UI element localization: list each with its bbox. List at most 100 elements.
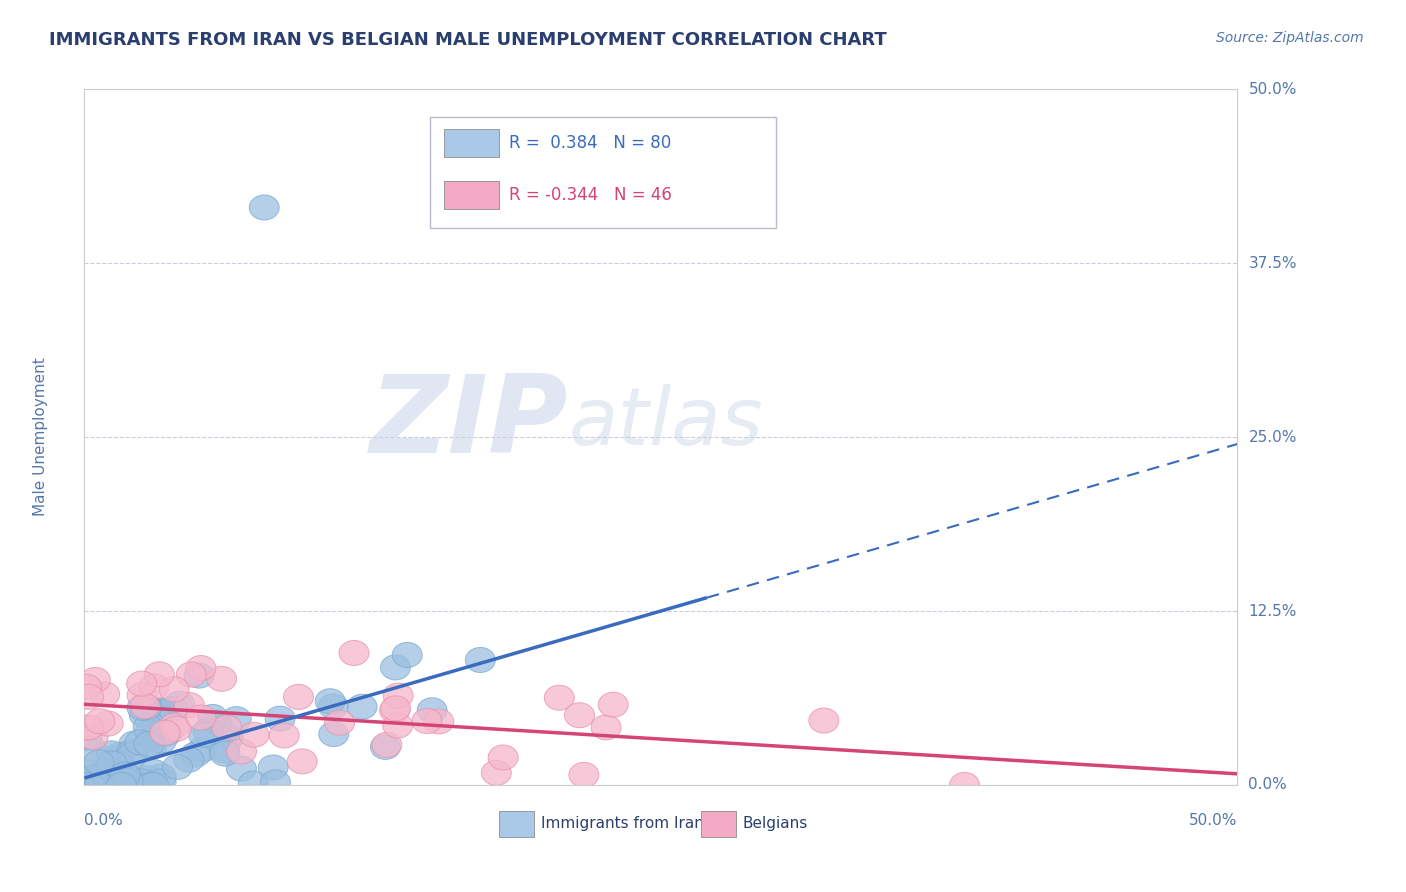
Ellipse shape [150, 720, 180, 745]
Ellipse shape [103, 751, 132, 776]
Ellipse shape [176, 662, 207, 687]
Ellipse shape [157, 697, 187, 722]
Ellipse shape [127, 769, 156, 794]
Ellipse shape [412, 708, 441, 733]
Ellipse shape [949, 772, 980, 797]
Ellipse shape [315, 689, 344, 714]
Ellipse shape [187, 737, 218, 763]
Ellipse shape [319, 722, 349, 747]
Text: 50.0%: 50.0% [1249, 82, 1296, 96]
Text: IMMIGRANTS FROM IRAN VS BELGIAN MALE UNEMPLOYMENT CORRELATION CHART: IMMIGRANTS FROM IRAN VS BELGIAN MALE UNE… [49, 31, 887, 49]
FancyBboxPatch shape [430, 117, 776, 228]
FancyBboxPatch shape [702, 811, 735, 837]
Ellipse shape [287, 749, 318, 774]
Ellipse shape [146, 764, 176, 789]
Ellipse shape [226, 739, 256, 764]
Ellipse shape [380, 698, 409, 723]
Ellipse shape [127, 682, 157, 707]
Ellipse shape [149, 698, 180, 723]
Ellipse shape [152, 721, 181, 746]
Ellipse shape [97, 741, 127, 766]
Ellipse shape [79, 765, 110, 790]
FancyBboxPatch shape [444, 128, 499, 157]
Ellipse shape [84, 764, 114, 789]
Ellipse shape [129, 702, 159, 727]
Ellipse shape [117, 739, 146, 764]
Text: 37.5%: 37.5% [1249, 256, 1296, 270]
Ellipse shape [120, 731, 149, 756]
Ellipse shape [136, 734, 167, 760]
Ellipse shape [117, 742, 148, 767]
Ellipse shape [212, 714, 242, 739]
Ellipse shape [108, 772, 138, 797]
Ellipse shape [198, 705, 228, 730]
Ellipse shape [127, 695, 157, 721]
Ellipse shape [139, 673, 169, 698]
Ellipse shape [186, 705, 217, 730]
Text: R =  0.384   N = 80: R = 0.384 N = 80 [509, 134, 671, 152]
Text: Source: ZipAtlas.com: Source: ZipAtlas.com [1216, 31, 1364, 45]
Ellipse shape [808, 708, 839, 733]
Ellipse shape [94, 764, 124, 789]
Ellipse shape [186, 656, 217, 681]
Ellipse shape [72, 674, 101, 699]
Ellipse shape [97, 751, 127, 776]
Ellipse shape [125, 730, 155, 755]
Ellipse shape [418, 698, 447, 723]
Ellipse shape [110, 762, 141, 787]
Ellipse shape [104, 742, 135, 768]
Ellipse shape [146, 728, 176, 753]
Ellipse shape [136, 772, 166, 797]
Text: R = -0.344   N = 46: R = -0.344 N = 46 [509, 186, 672, 204]
Ellipse shape [90, 759, 120, 784]
Ellipse shape [75, 772, 105, 797]
Ellipse shape [73, 714, 104, 739]
Ellipse shape [569, 763, 599, 788]
Ellipse shape [174, 692, 204, 718]
Ellipse shape [159, 677, 188, 702]
Ellipse shape [488, 745, 519, 770]
Ellipse shape [138, 772, 169, 797]
Ellipse shape [382, 713, 413, 738]
Ellipse shape [184, 663, 214, 688]
Text: ZIP: ZIP [370, 370, 568, 476]
Ellipse shape [142, 698, 172, 723]
Ellipse shape [259, 755, 288, 780]
Ellipse shape [134, 731, 165, 756]
Text: Belgians: Belgians [742, 816, 808, 831]
Ellipse shape [266, 706, 295, 731]
Ellipse shape [72, 725, 103, 750]
Ellipse shape [141, 723, 172, 747]
Text: 12.5%: 12.5% [1249, 604, 1296, 618]
Ellipse shape [132, 765, 162, 790]
Ellipse shape [165, 691, 194, 716]
Ellipse shape [465, 648, 495, 673]
Ellipse shape [125, 772, 155, 797]
Ellipse shape [84, 709, 115, 734]
Ellipse shape [162, 716, 191, 741]
Ellipse shape [260, 770, 291, 795]
Ellipse shape [76, 736, 107, 761]
Ellipse shape [77, 772, 108, 797]
Ellipse shape [284, 684, 314, 709]
Ellipse shape [221, 706, 252, 731]
Ellipse shape [72, 761, 101, 786]
Text: 25.0%: 25.0% [1249, 430, 1296, 444]
Ellipse shape [381, 696, 411, 721]
Ellipse shape [118, 772, 148, 797]
Text: Immigrants from Iran: Immigrants from Iran [541, 816, 704, 831]
Text: 0.0%: 0.0% [1249, 778, 1286, 792]
Ellipse shape [114, 766, 145, 791]
Ellipse shape [188, 723, 218, 747]
Ellipse shape [108, 772, 138, 797]
Ellipse shape [174, 747, 204, 772]
Ellipse shape [371, 732, 402, 757]
FancyBboxPatch shape [499, 811, 534, 837]
Ellipse shape [107, 772, 136, 797]
Ellipse shape [209, 741, 240, 766]
Ellipse shape [84, 772, 115, 797]
Ellipse shape [80, 667, 110, 692]
Ellipse shape [77, 770, 107, 795]
Ellipse shape [209, 738, 239, 763]
Ellipse shape [481, 760, 512, 785]
